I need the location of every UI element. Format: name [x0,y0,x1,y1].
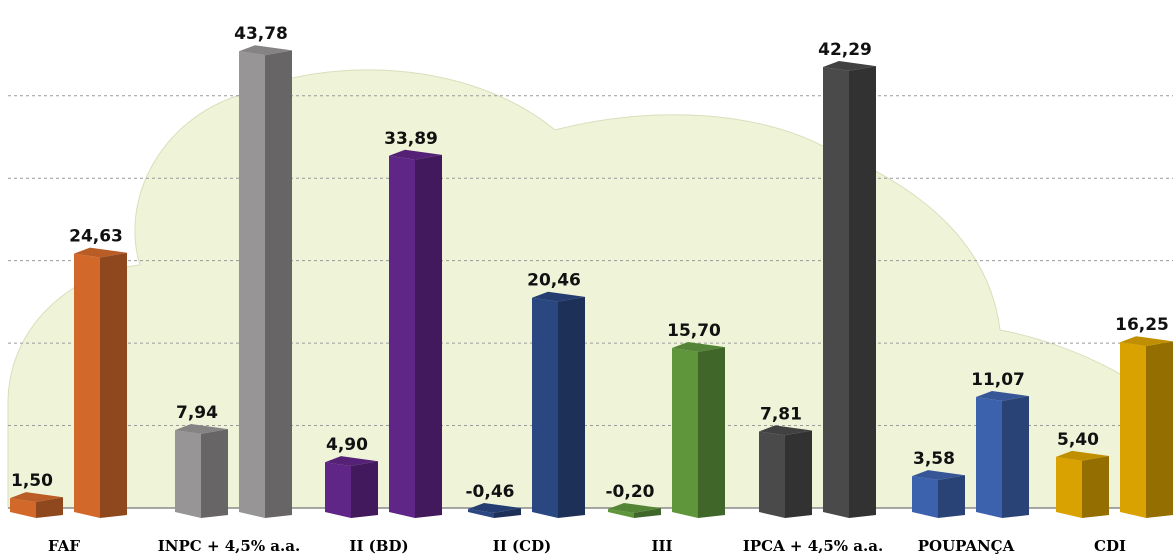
bar-side-face [938,475,965,518]
category-label: POUPANÇA [918,537,1015,555]
bar-top-face [912,470,965,481]
bar-1-right [239,45,292,519]
value-label: 11,07 [971,370,1025,390]
bar-front-face [608,509,634,518]
bar-side-face [1002,396,1029,518]
bar-front-face [1056,456,1082,518]
value-label: 4,90 [326,435,368,455]
category-label: IPCA + 4,5% a.a. [743,537,883,555]
category-label: II (CD) [493,537,551,555]
bar-top-face [759,425,812,436]
bar-side-face [201,429,228,518]
value-label: 1,50 [11,471,53,491]
bar-top-face [672,342,725,352]
value-label: 43,78 [234,24,288,44]
bar-side-face [1146,341,1173,518]
bar-7-left [1056,450,1109,518]
value-label: 15,70 [667,321,721,341]
bar-top-face [1120,336,1173,347]
bar-side-face [785,430,812,518]
bar-top-face [823,60,876,71]
bar-front-face [976,396,1002,518]
value-label: -0,20 [606,482,655,502]
value-label: 24,63 [69,227,123,247]
value-labels: 1,50 24,63 7,94 43,78 4,90 33,89 -0,46 20,46 -0,… [11,24,1169,502]
bar-3-left [468,502,521,518]
bar-top-face [175,424,228,434]
bar-front-face [10,498,36,518]
bar-2-left [325,456,378,518]
bar-4-left [608,502,661,518]
bar-side-face [415,154,442,519]
bar-front-face [239,51,265,519]
value-label: -0,46 [466,482,515,502]
bar-side-face [265,50,292,519]
bar-front-face [468,509,494,518]
value-label: 20,46 [527,271,581,291]
bar-front-face [325,462,351,518]
bar-4-right [672,342,725,518]
bar-top-face [1056,450,1109,461]
bar-0-left [10,492,63,518]
bar-1-left [175,424,228,518]
bar-side-face [634,508,661,518]
value-label: 33,89 [384,129,438,149]
category-label: FAF [48,537,80,555]
value-label: 3,58 [913,449,955,469]
bar-2-right [389,149,442,519]
bar-side-face [698,347,725,518]
value-label: 7,94 [176,403,218,423]
bar-top-face [10,492,63,502]
bar-top-face [239,45,292,56]
bar-front-face [389,155,415,518]
bar-top-face [608,502,661,513]
bar-top-face [532,291,585,302]
bar-side-face [494,508,521,518]
gridlines [8,95,1173,427]
bar-front-face [532,297,558,518]
bar-side-face [849,66,876,519]
bar-front-face [74,253,100,519]
bar-7-right [1120,336,1173,518]
bar-side-face [558,296,585,518]
bar-5-left [759,425,812,518]
value-label: 5,40 [1057,430,1099,450]
bar-top-face [74,247,127,258]
bar-6-right [976,390,1029,518]
value-label: 7,81 [760,404,802,424]
bar-top-face [389,149,442,160]
bar-front-face [175,430,201,518]
bar-side-face [351,461,378,518]
value-label: 16,25 [1115,315,1169,335]
bar-side-face [36,497,63,518]
bar-6-left [912,470,965,518]
category-label: III [651,537,672,555]
bar-top-face [976,390,1029,401]
bar-front-face [759,431,785,518]
bar-front-face [823,66,849,519]
bar-top-face [325,456,378,467]
bar-front-face [1120,342,1146,518]
bar-group [10,45,1173,519]
bar-side-face [100,252,127,518]
bar-front-face [672,348,698,518]
category-labels: FAF INPC + 4,5% a.a. II (BD) II (CD) III IPCA… [48,537,1126,555]
bar-top-face [468,502,521,513]
category-label: II (BD) [349,537,408,555]
background-cloud [7,69,1173,509]
bar-5-right [823,60,876,519]
category-label: CDI [1094,537,1126,555]
category-label: INPC + 4,5% a.a. [158,537,300,555]
bar-side-face [1082,456,1109,518]
bar-3-right [532,291,585,518]
value-label: 42,29 [818,40,872,60]
bar-0-right [74,247,127,519]
bar-front-face [912,476,938,518]
